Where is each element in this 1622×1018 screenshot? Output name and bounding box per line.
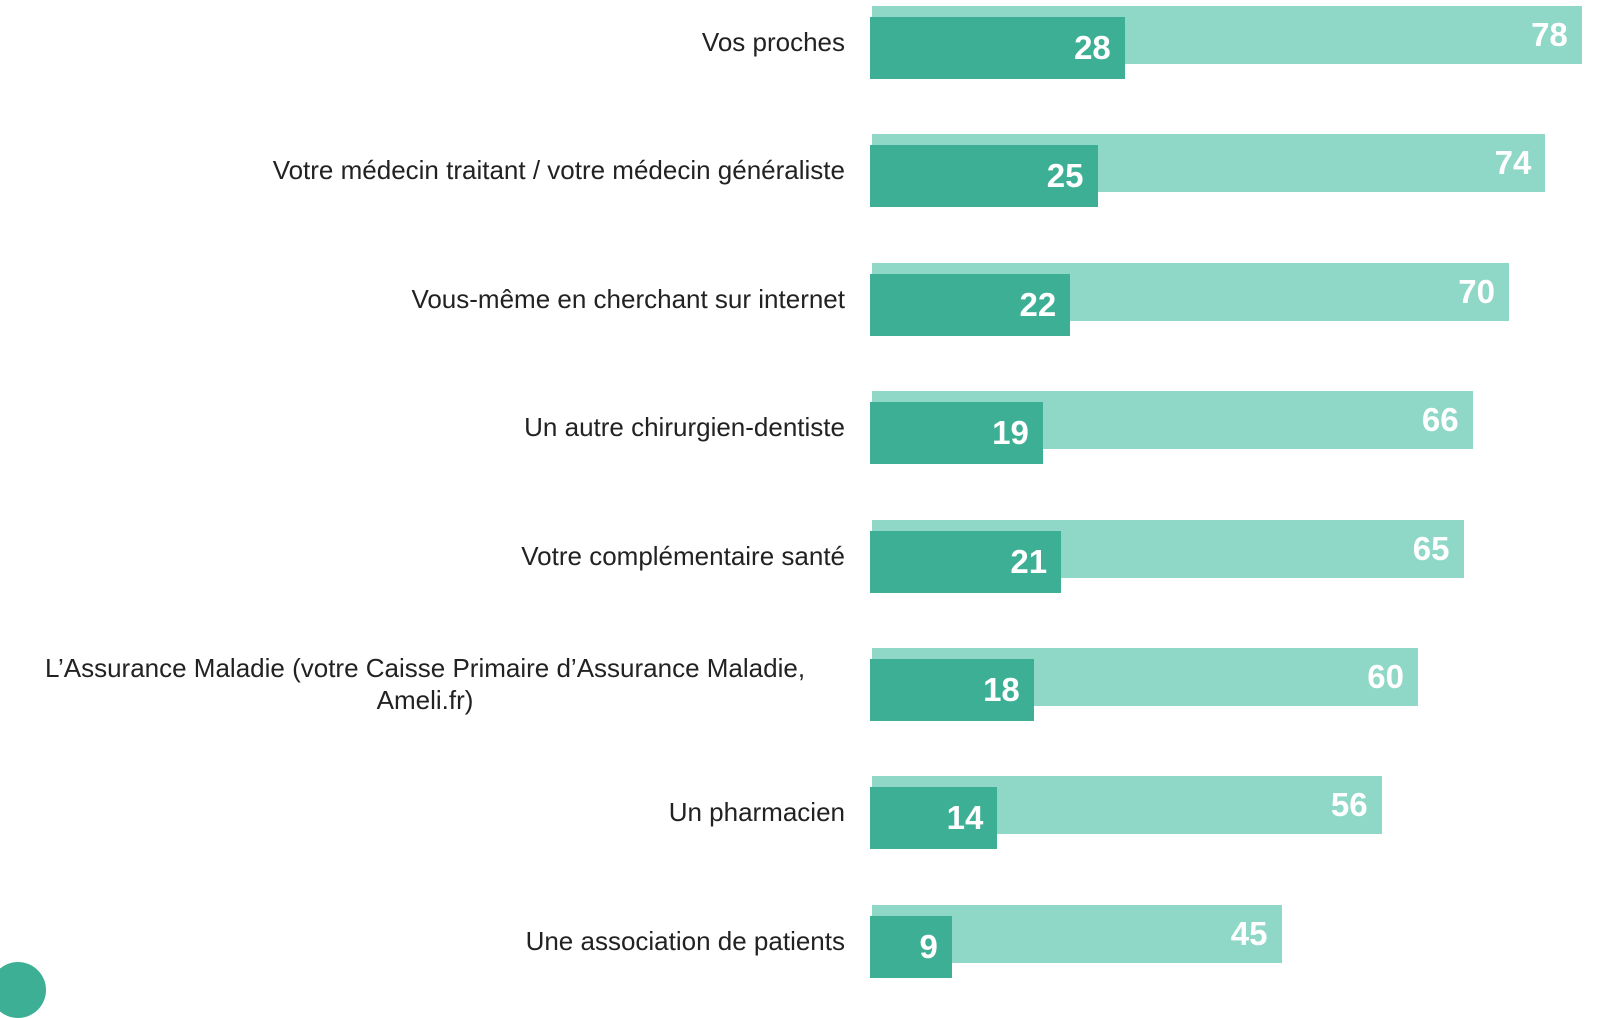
category-label: L’Assurance Maladie (votre Caisse Primai… <box>44 653 806 715</box>
value-label: 56 <box>1330 786 1368 824</box>
category-label: Votre complémentaire santé <box>521 540 845 571</box>
category-label: Vous-même en cherchant sur internet <box>411 283 845 314</box>
value-label: 9 <box>919 927 938 965</box>
bar <box>870 17 1125 79</box>
value-label: 19 <box>992 414 1029 452</box>
value-label: 65 <box>1412 529 1450 567</box>
bar <box>870 145 1098 208</box>
bar <box>870 659 1034 721</box>
logo-mark <box>0 962 46 1018</box>
bar <box>870 530 1062 593</box>
value-label: 78 <box>1531 16 1568 53</box>
category-label: Une association de patients <box>525 925 845 956</box>
value-label: 25 <box>1046 157 1084 195</box>
bar <box>870 915 952 978</box>
value-label: 60 <box>1367 658 1404 695</box>
value-label: 22 <box>1019 285 1057 323</box>
value-label: 18 <box>983 671 1020 708</box>
value-label: 21 <box>1010 542 1048 580</box>
value-label: 70 <box>1458 272 1495 310</box>
category-label: Votre médecin traitant / votre médecin g… <box>272 155 845 186</box>
value-label: 28 <box>1074 29 1111 66</box>
value-label: 45 <box>1230 914 1268 952</box>
bar <box>870 273 1071 336</box>
bar <box>870 402 1043 465</box>
value-label: 14 <box>946 799 984 837</box>
category-label: Un pharmacien <box>668 797 845 828</box>
bar <box>870 787 998 850</box>
value-label: 66 <box>1421 401 1459 439</box>
value-label: 74 <box>1494 144 1532 182</box>
category-label: Vos proches <box>701 27 845 57</box>
category-label: Un autre chirurgien-dentiste <box>524 412 845 443</box>
